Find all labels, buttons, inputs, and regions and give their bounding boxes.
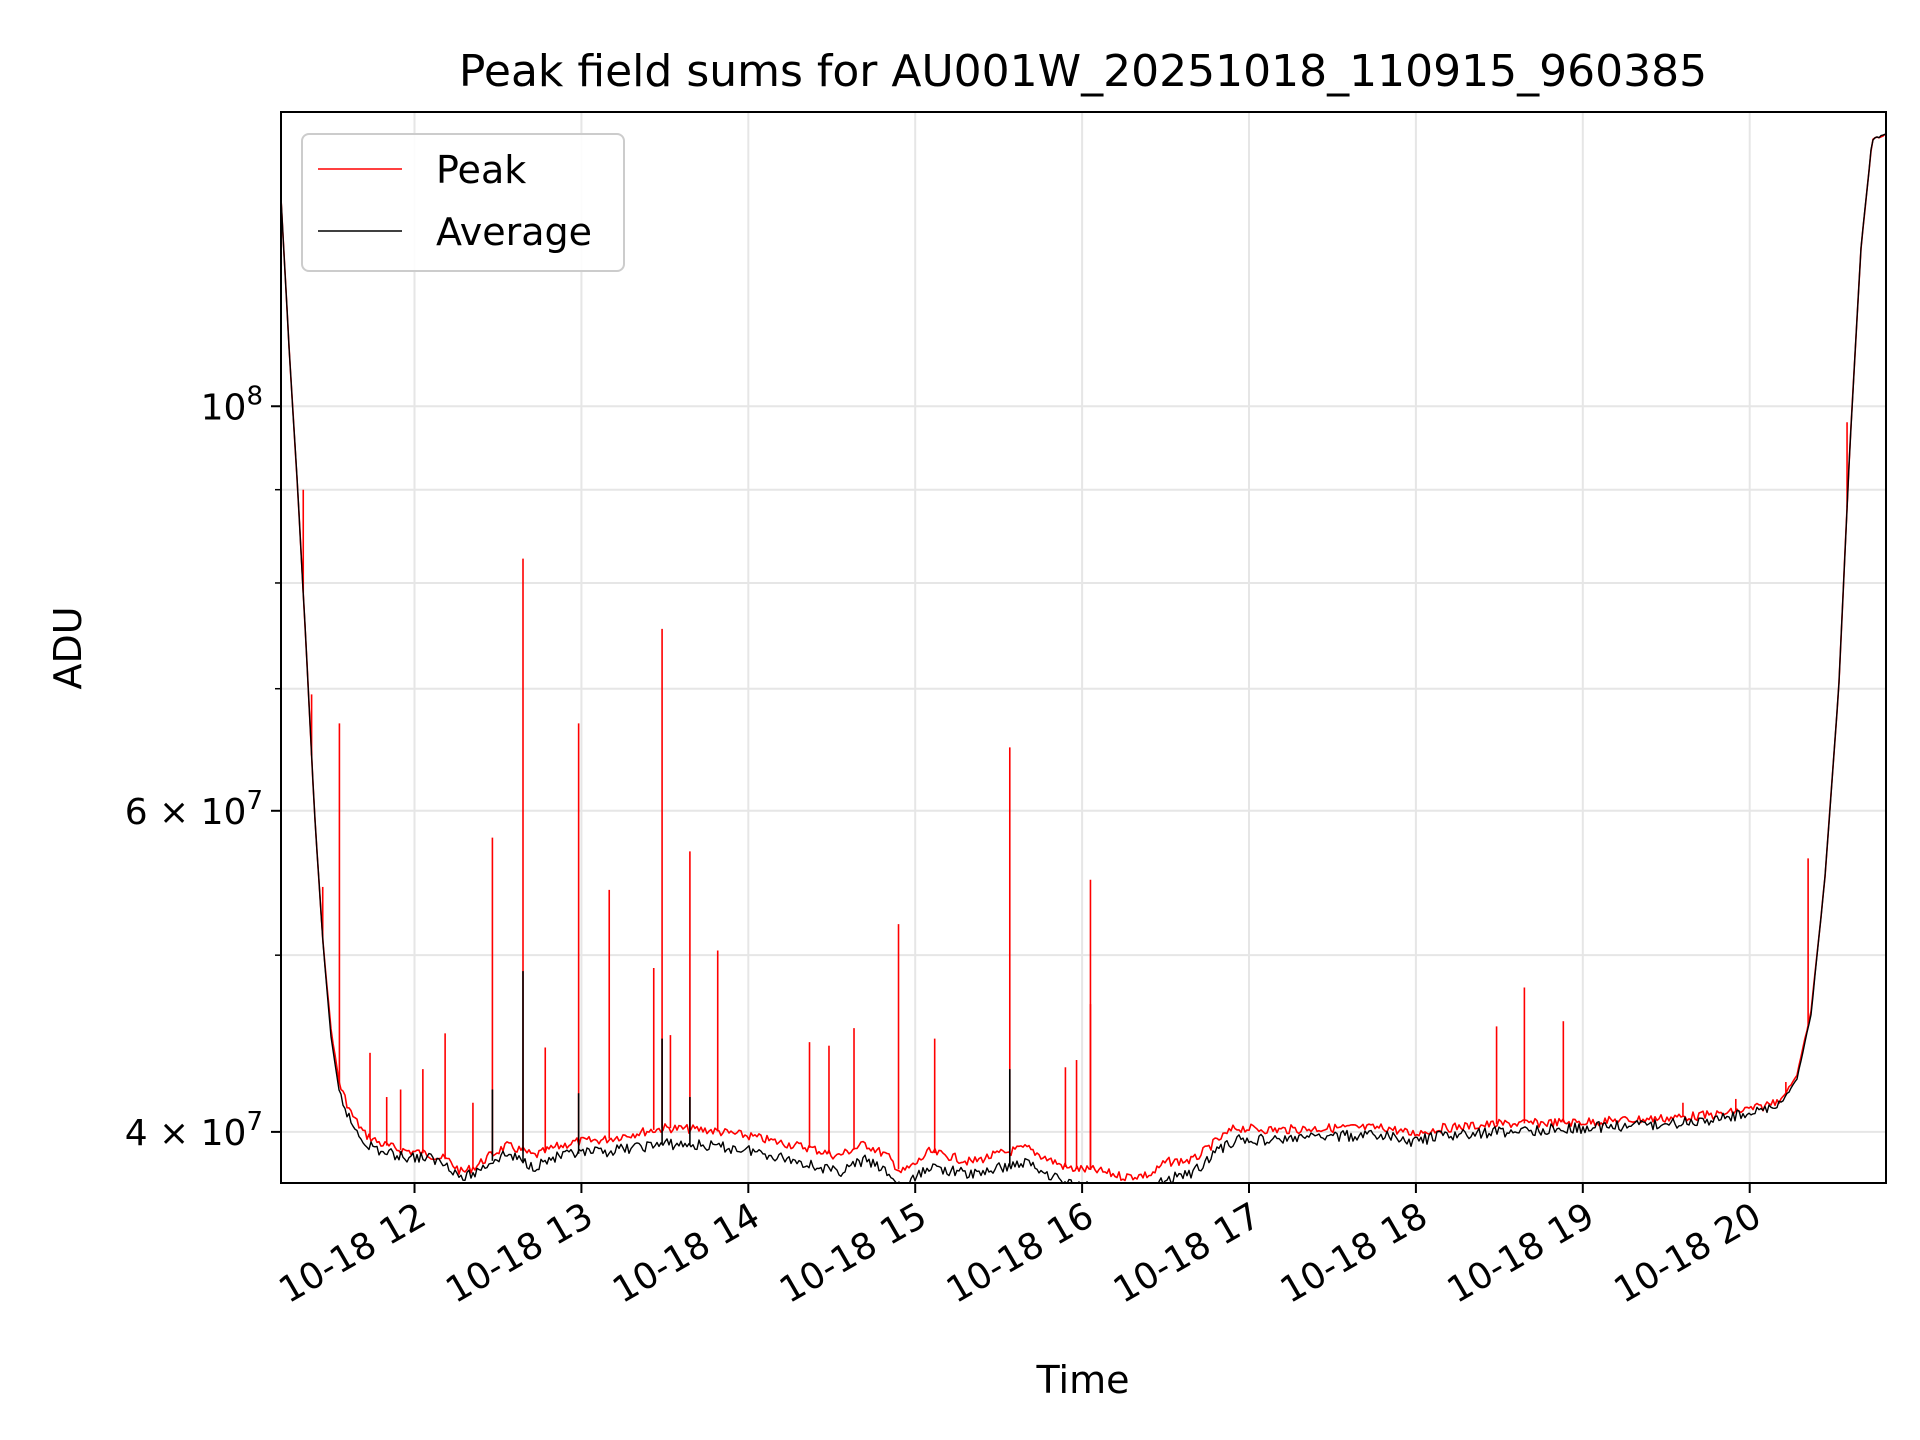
series-line bbox=[281, 133, 1886, 1183]
legend-peak-label: Peak bbox=[436, 148, 526, 192]
legend-average-label: Average bbox=[436, 210, 592, 254]
y-tick-exponent: 8 bbox=[246, 381, 263, 411]
series-peak bbox=[281, 133, 1886, 1182]
plot-frame bbox=[280, 111, 1887, 1184]
y-tick-exponent: 7 bbox=[246, 1107, 263, 1137]
plot-series bbox=[281, 133, 1886, 1183]
chart-title: Peak field sums for AU001W_20251018_1109… bbox=[459, 46, 1707, 97]
legend: Peak Average bbox=[301, 133, 625, 272]
grid bbox=[281, 112, 1886, 1183]
y-axis-label: ADU bbox=[46, 606, 90, 689]
y-tick-label: 6 × 107 bbox=[125, 786, 263, 833]
y-tick-label: 4 × 107 bbox=[125, 1107, 263, 1154]
y-tick-exponent: 7 bbox=[246, 786, 263, 816]
series-average bbox=[281, 133, 1886, 1183]
x-axis-label: Time bbox=[1036, 1358, 1130, 1402]
